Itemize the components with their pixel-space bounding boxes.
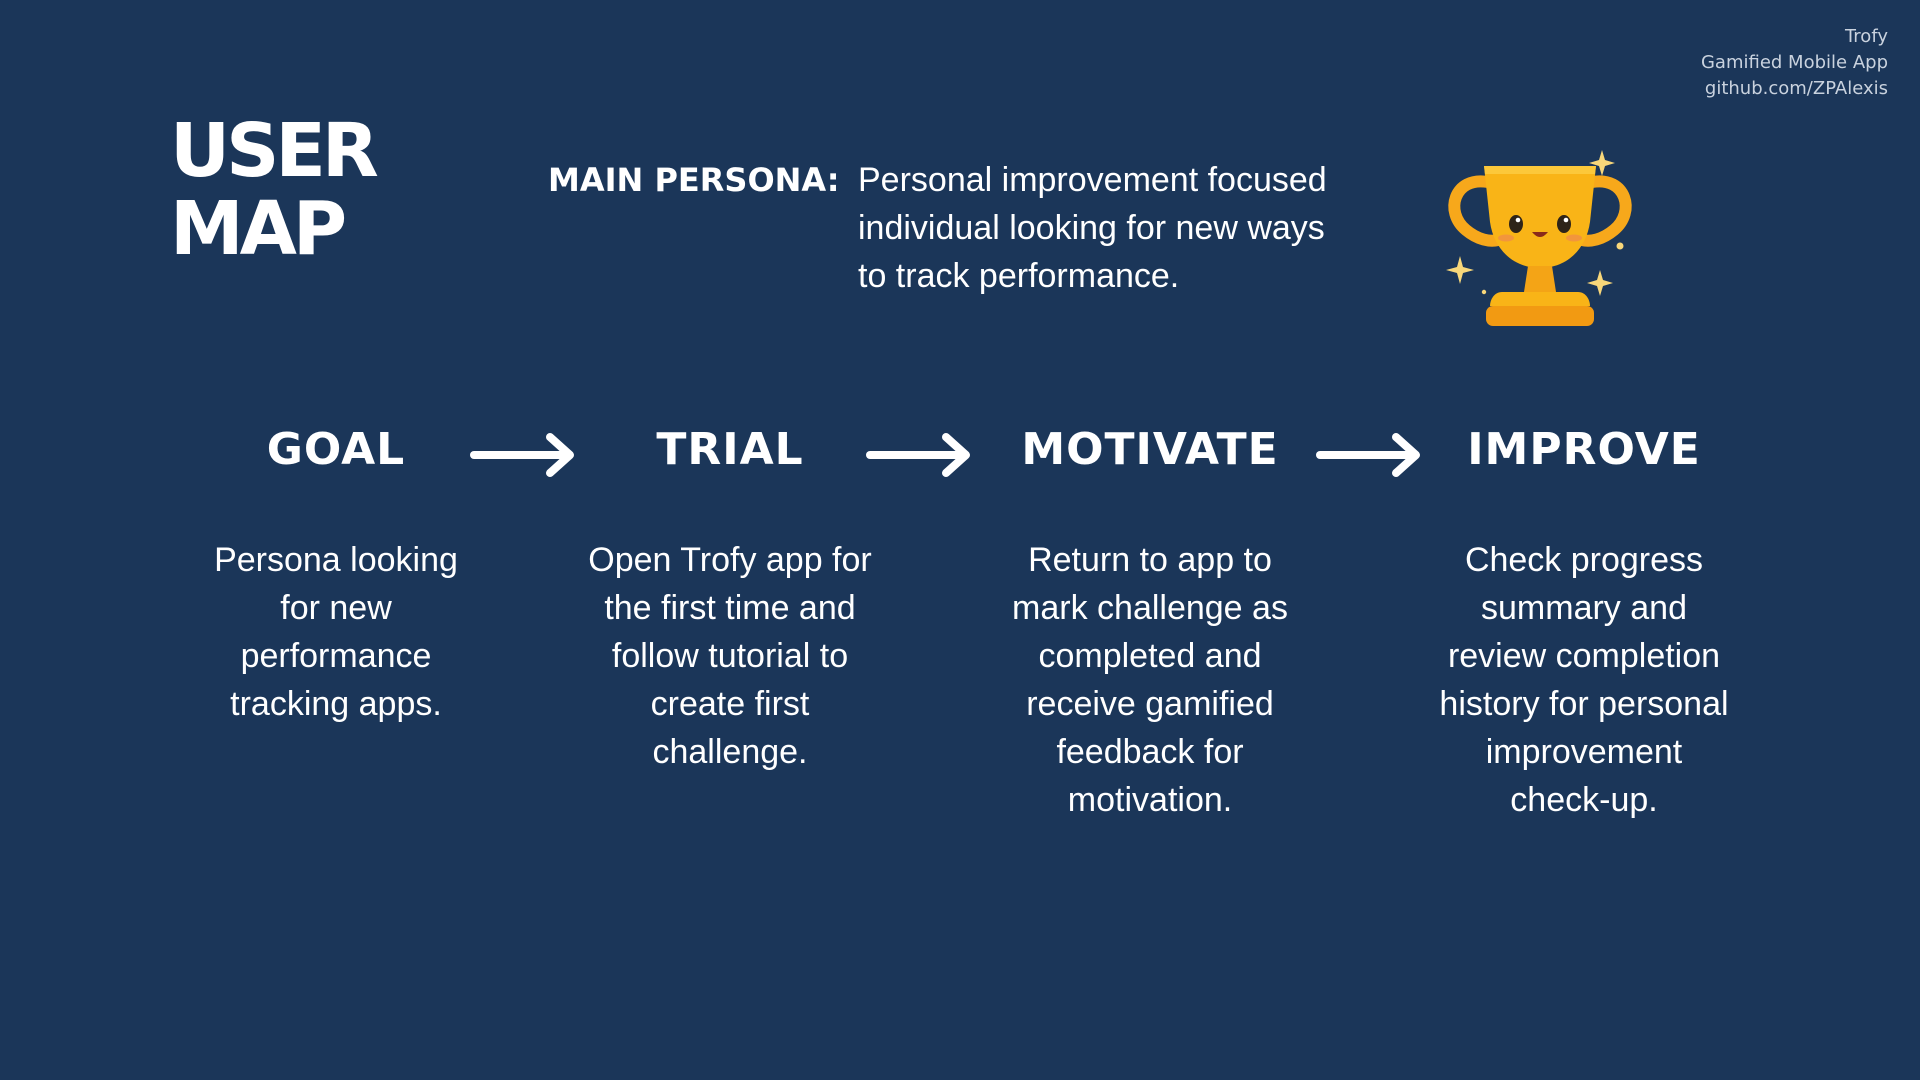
credits-subtitle: Gamified Mobile App [1700, 52, 1888, 73]
step-description-line: receive gamified [1026, 685, 1274, 723]
step-description-trial: Open Trofy app for the first time and fo… [565, 536, 895, 776]
step-description-line: challenge. [652, 733, 808, 771]
trophy-icon [1446, 150, 1632, 326]
step-description-line: check-up. [1510, 781, 1658, 819]
step-title-goal: GOAL [266, 424, 406, 475]
step-description-line: review completion [1447, 637, 1721, 675]
arrow-right-icon [1316, 433, 1420, 477]
step-description-line: mark challenge as [1012, 589, 1288, 627]
step-title-improve: IMPROVE [1467, 424, 1701, 475]
persona-line-2: individual looking for new ways [858, 209, 1325, 247]
step-description-line: tracking apps. [230, 685, 442, 723]
page-title-line-2: MAP [170, 186, 347, 272]
step-description-line: follow tutorial to [611, 637, 849, 675]
page-title-line-1: USER [170, 108, 379, 194]
step-description-line: Open Trofy app for [588, 541, 872, 579]
step-description-line: completed and [1038, 637, 1262, 675]
step-description-goal: Persona looking for new performance trac… [171, 536, 501, 728]
step-description-line: history for personal [1439, 685, 1729, 723]
step-description-line: feedback for [1056, 733, 1244, 771]
step-description-improve: Check progress summary and review comple… [1419, 536, 1749, 824]
persona-label: MAIN PERSONA: [548, 161, 840, 199]
credits-link[interactable]: github.com/ZPAlexis [1704, 78, 1888, 99]
step-description-line: performance [240, 637, 432, 675]
credits: Trofy Gamified Mobile App github.com/ZPA… [1701, 24, 1888, 102]
credits-app-name: Trofy [1844, 26, 1888, 47]
step-title-motivate: MOTIVATE [1021, 424, 1279, 475]
arrow-right-icon [866, 433, 970, 477]
step-description-motivate: Return to app to mark challenge as compl… [985, 536, 1315, 824]
step-description-line: Persona looking [214, 541, 458, 579]
step-description-line: the first time and [604, 589, 856, 627]
step-title-trial: TRIAL [656, 424, 804, 475]
step-description-line: motivation. [1067, 781, 1233, 819]
persona-description: Personal improvement focused individual … [858, 156, 1378, 300]
step-description-line: summary and [1481, 589, 1687, 627]
step-description-line: improvement [1485, 733, 1683, 771]
step-description-line: for new [280, 589, 392, 627]
persona-line-3: to track performance. [858, 257, 1180, 295]
page-title: USER MAP [170, 108, 379, 272]
step-description-line: create first [650, 685, 810, 723]
step-description-line: Return to app to [1028, 541, 1272, 579]
arrow-right-icon [470, 433, 574, 477]
step-description-line: Check progress [1464, 541, 1704, 579]
persona-line-1: Personal improvement focused [858, 161, 1327, 199]
